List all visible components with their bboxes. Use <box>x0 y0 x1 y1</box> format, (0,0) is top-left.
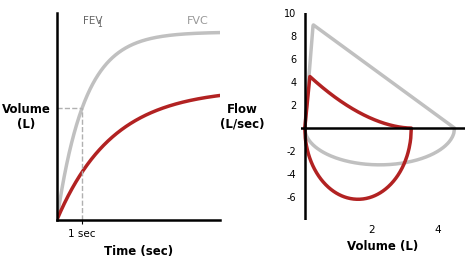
Y-axis label: Flow
(L/sec): Flow (L/sec) <box>220 103 265 131</box>
Text: FVC: FVC <box>186 16 208 26</box>
Text: 1: 1 <box>98 20 102 29</box>
Text: FEV: FEV <box>83 16 103 26</box>
X-axis label: Volume (L): Volume (L) <box>347 240 419 253</box>
Y-axis label: Volume
(L): Volume (L) <box>2 103 51 131</box>
X-axis label: Time (sec): Time (sec) <box>104 245 173 258</box>
